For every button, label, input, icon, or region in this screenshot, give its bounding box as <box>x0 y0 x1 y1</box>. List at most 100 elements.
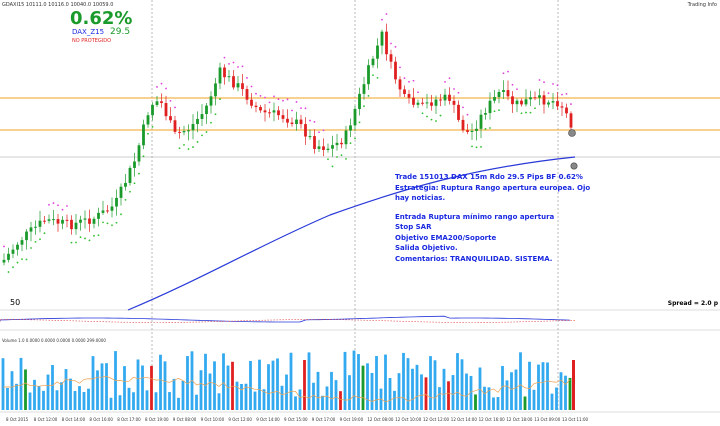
candle-body <box>452 100 456 105</box>
sar-dot <box>160 82 163 85</box>
candle-body <box>569 113 573 128</box>
volume-bar <box>280 385 284 410</box>
sar-dot <box>376 76 379 79</box>
candle-body <box>398 79 402 90</box>
time-label: 8 Oct 16:00 <box>89 417 113 422</box>
oscillator-signal <box>0 319 576 323</box>
sar-dot <box>534 107 536 110</box>
sar-dot <box>88 239 91 242</box>
candle-body <box>439 99 442 101</box>
candle-body <box>151 104 154 116</box>
sar-dot <box>529 111 532 114</box>
volume-bar <box>141 365 144 410</box>
volume-bar <box>424 377 428 410</box>
candle-body <box>497 92 501 98</box>
volume-bar <box>253 391 257 410</box>
volume-bar <box>352 350 356 410</box>
candle-body <box>461 119 465 131</box>
volume-bar <box>222 353 225 410</box>
candle-body <box>488 100 492 114</box>
volume-bar <box>366 363 369 410</box>
sar-dot <box>25 258 28 261</box>
sar-dot <box>354 137 356 140</box>
candle-body <box>223 67 226 78</box>
note-line: Comentarios: TRANQUILIDAD. SISTEMA. <box>395 254 553 263</box>
volume-bar <box>312 382 315 410</box>
candle-body <box>407 93 411 98</box>
volume-bar <box>195 394 198 410</box>
sar-dot <box>448 77 451 80</box>
sar-dot <box>426 115 428 118</box>
sar-dot <box>156 86 158 88</box>
sar-dot <box>385 13 388 15</box>
sar-dot <box>543 81 545 84</box>
candle-body <box>317 146 321 149</box>
sar-dot <box>498 109 500 112</box>
sar-dot <box>471 145 473 148</box>
volume-bar <box>411 368 414 410</box>
sar-dot <box>142 155 145 158</box>
candle-body <box>110 206 114 211</box>
candle-body <box>155 101 159 105</box>
candle-body <box>304 124 307 137</box>
volume-bar <box>438 387 441 410</box>
sar-dot <box>390 42 392 45</box>
candle-body <box>506 90 510 97</box>
note-line: Trade 151013 DAX 15m Rdo 29.5 Pips BF 0.… <box>395 173 583 181</box>
candle-body <box>191 123 195 131</box>
candle-body <box>160 101 163 104</box>
sar-dot <box>511 83 514 86</box>
candle-body <box>385 31 388 55</box>
sar-dot <box>367 94 370 97</box>
sar-dot <box>93 234 95 237</box>
sar-dot <box>39 238 41 241</box>
volume-bar <box>208 373 212 410</box>
volume-bar <box>64 369 68 410</box>
candle-body <box>412 97 415 105</box>
candle-body <box>502 90 505 93</box>
volume-bar <box>339 391 342 410</box>
time-axis: 8 Oct 2015 8 Oct 12:00 8 Oct 14:00 8 Oct 16… <box>6 417 589 422</box>
volume-bar <box>244 383 248 410</box>
candle-body <box>484 113 487 115</box>
volume-bar <box>294 396 297 410</box>
candle-body <box>443 94 447 101</box>
volume-bar <box>334 380 338 410</box>
oscillator-panel <box>0 315 576 323</box>
candle-body <box>65 219 69 221</box>
candle-body <box>457 104 460 120</box>
candle-body <box>367 65 370 85</box>
volume-bar <box>87 388 90 410</box>
sar-dot <box>151 126 154 128</box>
volume-bar <box>199 370 203 410</box>
entry-marker <box>568 129 576 137</box>
volume-bar <box>564 375 567 410</box>
volume-bar <box>145 390 149 410</box>
sar-dot <box>57 204 59 207</box>
candle-body <box>434 99 438 106</box>
volume-bar <box>168 392 171 410</box>
volume-bar <box>46 374 50 410</box>
candle-body <box>263 110 267 113</box>
candle-body <box>218 67 222 84</box>
candle-body <box>47 219 51 221</box>
time-label: 8 Oct 17:00 <box>117 417 141 422</box>
sar-dot <box>201 134 203 137</box>
volume-bar <box>100 363 104 410</box>
volume-bar <box>487 387 491 410</box>
sar-dot <box>444 80 446 83</box>
volume-bar <box>51 365 54 410</box>
sar-dot <box>273 95 275 98</box>
volume-bar <box>460 359 464 410</box>
volume-bar <box>82 392 86 410</box>
sar-dot <box>493 110 496 113</box>
sar-dot <box>214 113 217 116</box>
candle-body <box>56 219 60 224</box>
sar-dot <box>322 129 325 132</box>
sar-dot <box>381 18 383 21</box>
sar-dot <box>516 88 518 90</box>
volume-bar <box>447 381 450 410</box>
volume-bar <box>361 365 365 410</box>
candlestick-series <box>2 23 578 266</box>
